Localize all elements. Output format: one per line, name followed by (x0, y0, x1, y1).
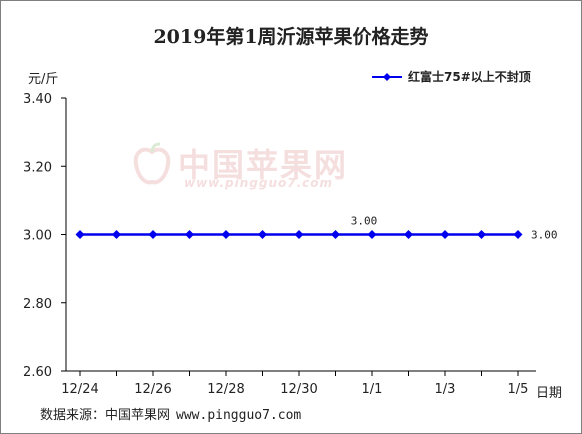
data-point (221, 230, 231, 239)
x-tick-label: 12/24 (61, 382, 98, 397)
data-point (440, 230, 450, 239)
x-tick-label: 1/3 (435, 382, 456, 397)
watermark-text: 中国苹果网 (178, 146, 349, 184)
y-axis-label: 元/斤 (28, 72, 59, 87)
x-tick-label: 12/26 (134, 382, 171, 397)
x-tick-label: 12/30 (280, 382, 317, 397)
source-label: 数据来源：中国苹果网 (40, 408, 171, 423)
data-point (148, 230, 158, 239)
data-point (185, 230, 194, 239)
x-tick-label: 1/1 (362, 382, 383, 397)
data-point (112, 230, 121, 239)
source-url: www.pingguo7.com (176, 408, 302, 423)
data-label: 3.00 (531, 229, 558, 242)
chart-title: 2019年第1周沂源苹果价格走势 (153, 26, 429, 48)
x-tick-label: 12/28 (207, 382, 244, 397)
data-point (404, 230, 413, 239)
watermark: 中国苹果网 www.pingguo7.com (130, 140, 360, 190)
source-line: 数据来源：中国苹果网 www.pingguo7.com (40, 404, 301, 423)
watermark-url: www.pingguo7.com (184, 176, 334, 190)
data-point (477, 230, 486, 239)
legend: 红富士75#以上不封顶 (372, 68, 531, 85)
y-tick-label: 3.40 (23, 92, 52, 107)
data-point (331, 230, 340, 239)
data-point (258, 230, 267, 239)
data-point (513, 230, 523, 239)
x-tick-label: 1/5 (508, 382, 529, 397)
legend-series-label: 红富士75#以上不封顶 (408, 70, 531, 84)
y-tick-label: 2.80 (23, 297, 52, 312)
data-point (294, 230, 304, 239)
apple-logo-icon (133, 142, 171, 185)
x-axis-label: 日期 (536, 386, 563, 401)
y-tick-label: 3.00 (23, 229, 52, 244)
data-point (75, 230, 85, 239)
y-tick-label: 2.60 (23, 365, 52, 380)
legend-marker-icon (372, 72, 402, 81)
y-tick-label: 3.20 (23, 160, 52, 175)
data-point (367, 230, 377, 239)
data-label: 3.00 (351, 215, 378, 228)
